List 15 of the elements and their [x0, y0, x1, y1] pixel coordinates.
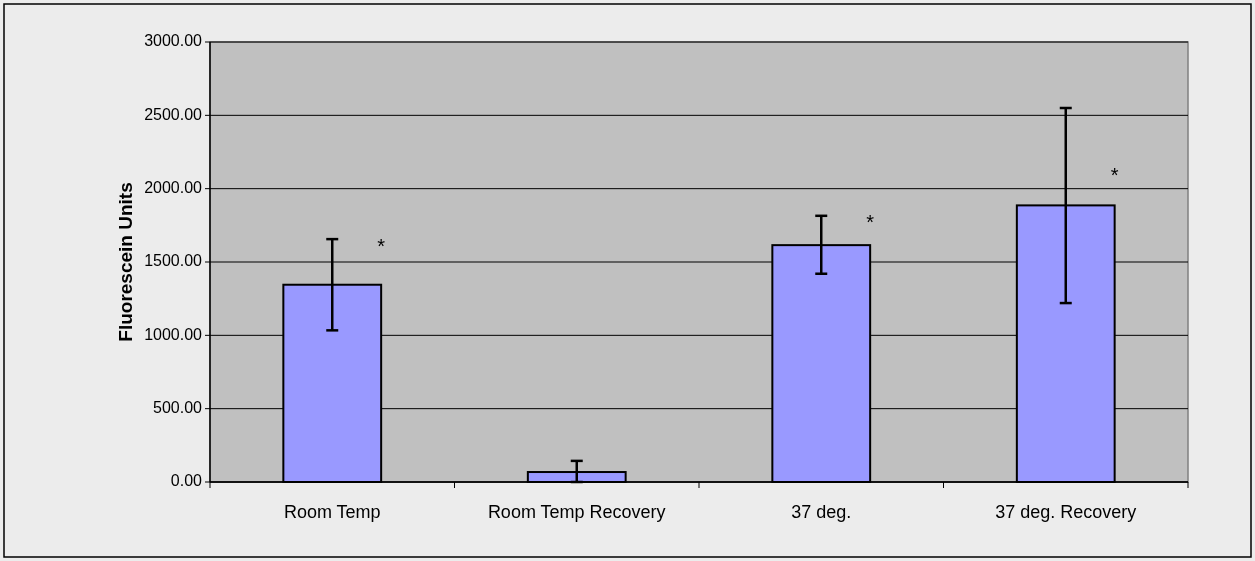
x-tick-label: 37 deg. — [791, 502, 852, 522]
y-tick-label: 1000.00 — [144, 325, 203, 343]
y-tick-label: 2000.00 — [144, 178, 203, 196]
y-tick-label: 500.00 — [153, 398, 203, 416]
annotation: * — [377, 234, 386, 257]
annotation: * — [1110, 164, 1119, 187]
y-tick-label: 3000.00 — [144, 32, 203, 50]
y-tick-label: 1500.00 — [144, 252, 203, 270]
x-tick-label: 37 deg. Recovery — [995, 502, 1137, 522]
x-tick-label: Room Temp — [283, 502, 381, 522]
x-tick-label: Room Temp Recovery — [487, 502, 666, 522]
y-axis-title: Fluorescein Units — [115, 182, 136, 342]
annotation: * — [866, 211, 875, 234]
y-tick-label: 2500.00 — [144, 105, 203, 123]
y-tick-label: 0.00 — [170, 472, 203, 490]
